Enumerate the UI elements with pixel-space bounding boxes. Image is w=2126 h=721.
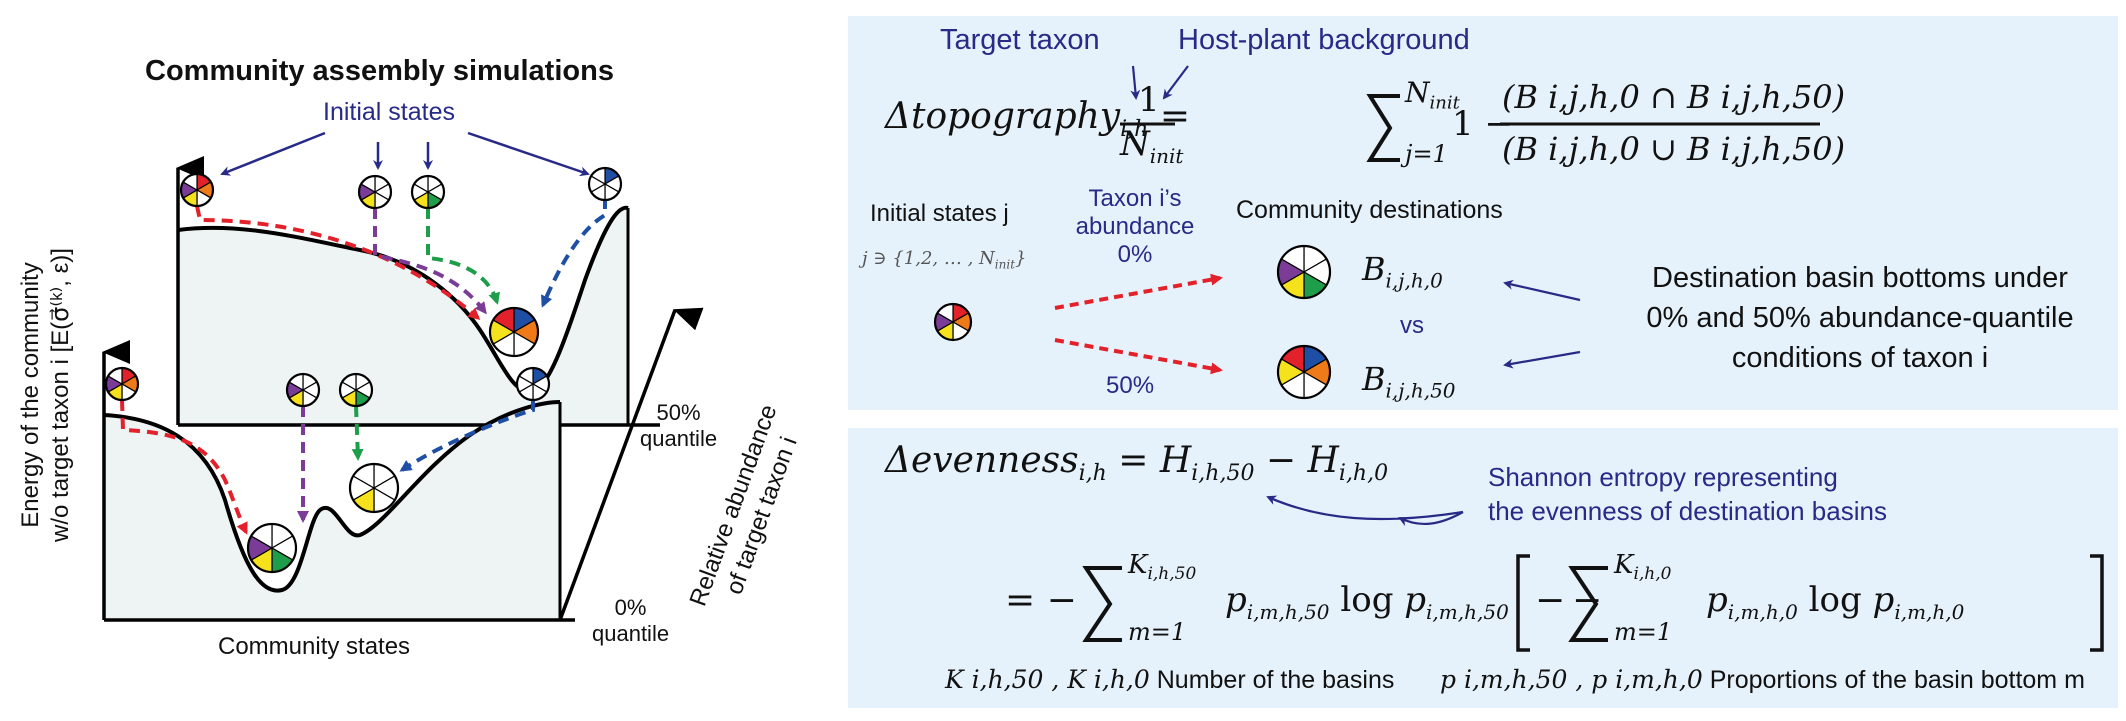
- intersection-numerator: (B i,j,h,0 ∩ B i,j,h,50): [1502, 78, 1846, 116]
- front-trajectories: [120, 399, 535, 535]
- basin-b0-label: Bi,j,h,0: [1362, 250, 1443, 293]
- sum-lower-limit: j=1: [1405, 140, 1448, 168]
- evenness-panel: [848, 428, 2118, 708]
- j-set-label: j ∋ {1,2, … , Ninit}: [862, 248, 1027, 272]
- sum-upper-limit: Ninit: [1405, 76, 1460, 114]
- community-state-circles: [104, 166, 1332, 574]
- target-taxon-label: Target taxon: [940, 24, 1100, 56]
- initial-states-label: Initial states: [323, 98, 456, 126]
- back-landscape: [177, 205, 660, 427]
- community-destinations-label: Community destinations: [1236, 196, 1503, 224]
- initial-state-3-front: [338, 372, 374, 408]
- delta-topography-lhs: Δtopographyi,h =: [885, 96, 1190, 143]
- front-landscape: [103, 400, 562, 620]
- sum1-term: pi,m,h,50 log pi,m,h,50: [1225, 580, 1509, 624]
- abundance-axis: [558, 307, 704, 621]
- energy-axis-label: Energy of the community w/o target taxon…: [17, 248, 74, 542]
- initial-state-2-front: [285, 372, 321, 408]
- initial-states-j-label: Initial states j: [870, 200, 1009, 227]
- right-bracket: [2090, 554, 2104, 652]
- quantile-0-label: 0% quantile: [592, 595, 670, 646]
- topography-arrows: [1054, 65, 1581, 527]
- diagram-title: Community assembly simulations: [145, 55, 614, 87]
- basin-b0-circle: [1276, 244, 1332, 300]
- vs-label: vs: [1400, 312, 1424, 339]
- initial-state-arrows: [220, 131, 590, 177]
- taxon-abundance-label: Taxon i’s abundance 0%: [1075, 185, 1195, 268]
- summation-symbols: [1082, 94, 1608, 642]
- frac-numerator: 1: [1138, 80, 1160, 120]
- destination-description: Destination basin bottoms under 0% and 5…: [1646, 262, 2074, 374]
- k-definition: K i,h,50 , K i,h,0 Number of the basins: [945, 665, 1395, 694]
- p-definition: p i,m,h,50 , p i,m,h,0 Proportions of th…: [1440, 665, 2085, 694]
- inner-minus: −: [1535, 580, 1566, 621]
- topography-panel: [848, 16, 2118, 410]
- one-minus: 1 −: [1452, 104, 1513, 144]
- community-states-label: Community states: [218, 633, 411, 660]
- initial-state-1-front: [104, 366, 140, 402]
- left-bracket: [1516, 554, 1530, 652]
- minus-open-bracket: −: [1572, 580, 1603, 621]
- sum2-upper: Ki,h,0: [1614, 550, 1672, 585]
- delta-evenness-equation: Δevennessi,h = Hi,h,50 − Hi,h,0: [885, 440, 1389, 487]
- basin-b50-circle: [1276, 344, 1332, 400]
- sum2-term: pi,m,h,0 log pi,m,h,0: [1706, 580, 1965, 624]
- initial-state-4-back: [587, 166, 623, 202]
- initial-state-1-back: [179, 172, 215, 208]
- initial-state-4-front: [515, 366, 551, 402]
- initial-state-2-back: [357, 174, 393, 210]
- back-trajectories: [195, 198, 607, 320]
- destination-front-2: [348, 462, 400, 514]
- pct50-label: 50%: [1106, 372, 1155, 399]
- sum1-upper: Ki,h,50: [1128, 550, 1197, 585]
- frac-denominator: Ninit: [1120, 124, 1184, 168]
- shannon-entropy-label: Shannon entropy representing the evennes…: [1488, 462, 1887, 526]
- initial-state-3-back: [410, 174, 446, 210]
- basin-b50-label: Bi,j,h,50: [1362, 360, 1456, 403]
- union-denominator: (B i,j,h,0 ∪ B i,j,h,50): [1502, 130, 1846, 168]
- initial-state-j: [933, 302, 973, 342]
- quantile-50-label: 50% quantile: [640, 400, 718, 451]
- sum2-lower: m=1: [1614, 618, 1673, 646]
- sum1-lower: m=1: [1128, 618, 1187, 646]
- host-plant-label: Host-plant background: [1178, 24, 1470, 56]
- destination-back: [488, 306, 540, 358]
- destination-front-1: [246, 522, 298, 574]
- evenness-eq-line2: = −: [1005, 580, 1077, 621]
